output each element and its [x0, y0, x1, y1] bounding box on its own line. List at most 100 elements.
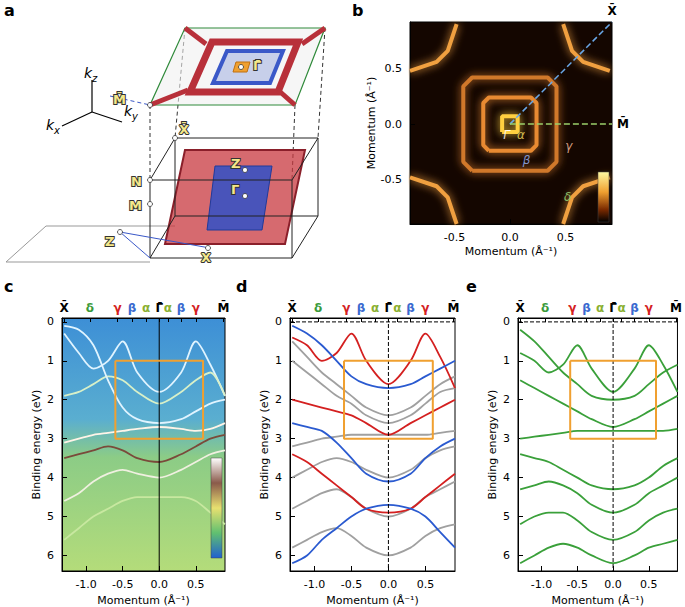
- svg-text:γ: γ: [645, 301, 653, 315]
- svg-text:M: M: [129, 198, 142, 213]
- svg-text:Momentum (Å⁻¹): Momentum (Å⁻¹): [326, 594, 419, 607]
- svg-text:6: 6: [503, 549, 510, 562]
- svg-text:α: α: [618, 301, 626, 315]
- svg-text:Γ̄: Γ̄: [385, 301, 393, 315]
- svg-text:δ: δ: [564, 190, 571, 204]
- svg-text:M̄: M̄: [670, 300, 682, 315]
- svg-text:Momentum (Å⁻¹): Momentum (Å⁻¹): [365, 77, 378, 170]
- svg-text:X̄: X̄: [516, 300, 526, 315]
- svg-text:-1.0: -1.0: [304, 578, 325, 591]
- svg-text:-0.5: -0.5: [381, 173, 402, 186]
- svg-text:1: 1: [503, 354, 510, 367]
- svg-text:2: 2: [275, 393, 282, 406]
- svg-text:0.0: 0.0: [604, 578, 622, 591]
- svg-text:γ: γ: [192, 301, 200, 315]
- svg-text:α: α: [393, 301, 401, 315]
- svg-text:-0.5: -0.5: [567, 578, 588, 591]
- svg-text:0.5: 0.5: [187, 578, 205, 591]
- svg-text:N: N: [131, 174, 142, 189]
- svg-text:c: c: [4, 277, 13, 296]
- svg-text:α: α: [596, 301, 604, 315]
- svg-text:4: 4: [503, 471, 510, 484]
- svg-text:β: β: [177, 301, 186, 315]
- svg-text:-0.5: -0.5: [444, 231, 465, 244]
- svg-text:4: 4: [47, 471, 54, 484]
- svg-text:6: 6: [47, 549, 54, 562]
- svg-text:γ: γ: [568, 301, 576, 315]
- svg-text:x: x: [53, 125, 60, 136]
- svg-text:5: 5: [47, 510, 54, 523]
- svg-text:1: 1: [47, 354, 54, 367]
- svg-text:Γ: Γ: [231, 182, 239, 197]
- svg-text:3: 3: [47, 432, 54, 445]
- svg-text:-1.0: -1.0: [75, 578, 96, 591]
- svg-text:β: β: [522, 153, 531, 167]
- svg-text:Γ̄: Γ̄: [503, 128, 511, 142]
- svg-text:Momentum (Å⁻¹): Momentum (Å⁻¹): [551, 594, 644, 607]
- svg-text:d: d: [236, 277, 247, 296]
- svg-text:β: β: [582, 301, 591, 315]
- svg-text:0.0: 0.0: [501, 231, 519, 244]
- svg-text:3: 3: [275, 432, 282, 445]
- svg-text:γ: γ: [421, 301, 429, 315]
- svg-text:X̄: X̄: [607, 3, 617, 18]
- svg-text:γ: γ: [565, 139, 573, 153]
- svg-text:α: α: [142, 301, 150, 315]
- svg-text:0.0: 0.0: [150, 578, 168, 591]
- svg-text:X̄: X̄: [288, 300, 298, 315]
- svg-text:Momentum (Å⁻¹): Momentum (Å⁻¹): [97, 594, 190, 607]
- svg-text:Γ̄: Γ̄: [253, 58, 261, 73]
- svg-text:6: 6: [275, 549, 282, 562]
- svg-text:5: 5: [275, 510, 282, 523]
- svg-text:0.5: 0.5: [417, 578, 435, 591]
- svg-text:M̄: M̄: [448, 300, 460, 315]
- svg-text:0.5: 0.5: [385, 62, 403, 75]
- svg-text:b: b: [352, 1, 363, 20]
- svg-text:-0.5: -0.5: [341, 578, 362, 591]
- svg-text:M̄: M̄: [113, 92, 126, 107]
- svg-text:M̄: M̄: [617, 116, 629, 131]
- svg-text:M̄: M̄: [218, 300, 230, 315]
- svg-text:0.5: 0.5: [557, 231, 575, 244]
- svg-text:γ: γ: [342, 301, 350, 315]
- svg-text:Binding energy (eV): Binding energy (eV): [30, 390, 43, 500]
- svg-text:β: β: [128, 301, 137, 315]
- svg-text:0.0: 0.0: [380, 578, 398, 591]
- svg-text:-0.5: -0.5: [112, 578, 133, 591]
- svg-text:1: 1: [275, 354, 282, 367]
- svg-text:e: e: [466, 277, 477, 296]
- svg-text:0: 0: [275, 315, 282, 328]
- svg-text:0: 0: [503, 315, 510, 328]
- svg-text:γ: γ: [113, 301, 121, 315]
- svg-text:5: 5: [503, 510, 510, 523]
- svg-text:δ: δ: [314, 301, 322, 315]
- svg-text:Binding energy (eV): Binding energy (eV): [258, 390, 271, 500]
- svg-text:Binding energy (eV): Binding energy (eV): [486, 390, 499, 500]
- svg-text:4: 4: [275, 471, 282, 484]
- svg-text:Γ̄: Γ̄: [155, 301, 163, 315]
- svg-text:y: y: [131, 111, 139, 122]
- svg-text:α: α: [164, 301, 172, 315]
- svg-text:0.5: 0.5: [640, 578, 658, 591]
- svg-text:X̄: X̄: [179, 122, 189, 137]
- svg-text:2: 2: [47, 393, 54, 406]
- svg-text:2: 2: [503, 393, 510, 406]
- svg-text:Z: Z: [231, 156, 240, 171]
- svg-text:-1.0: -1.0: [531, 578, 552, 591]
- svg-text:δ: δ: [541, 301, 549, 315]
- svg-text:β: β: [357, 301, 366, 315]
- svg-text:0.0: 0.0: [385, 118, 403, 131]
- svg-text:X̄: X̄: [60, 300, 70, 315]
- svg-text:Momentum (Å⁻¹): Momentum (Å⁻¹): [465, 245, 558, 258]
- svg-text:β: β: [630, 301, 639, 315]
- svg-text:δ: δ: [86, 301, 94, 315]
- svg-text:α: α: [371, 301, 379, 315]
- svg-text:Z: Z: [105, 234, 114, 249]
- svg-text:0: 0: [47, 315, 54, 328]
- svg-text:α: α: [517, 128, 525, 142]
- svg-text:X: X: [201, 250, 211, 265]
- svg-text:β: β: [406, 301, 415, 315]
- svg-text:z: z: [91, 73, 98, 84]
- svg-text:3: 3: [503, 432, 510, 445]
- svg-text:Γ̄: Γ̄: [609, 301, 617, 315]
